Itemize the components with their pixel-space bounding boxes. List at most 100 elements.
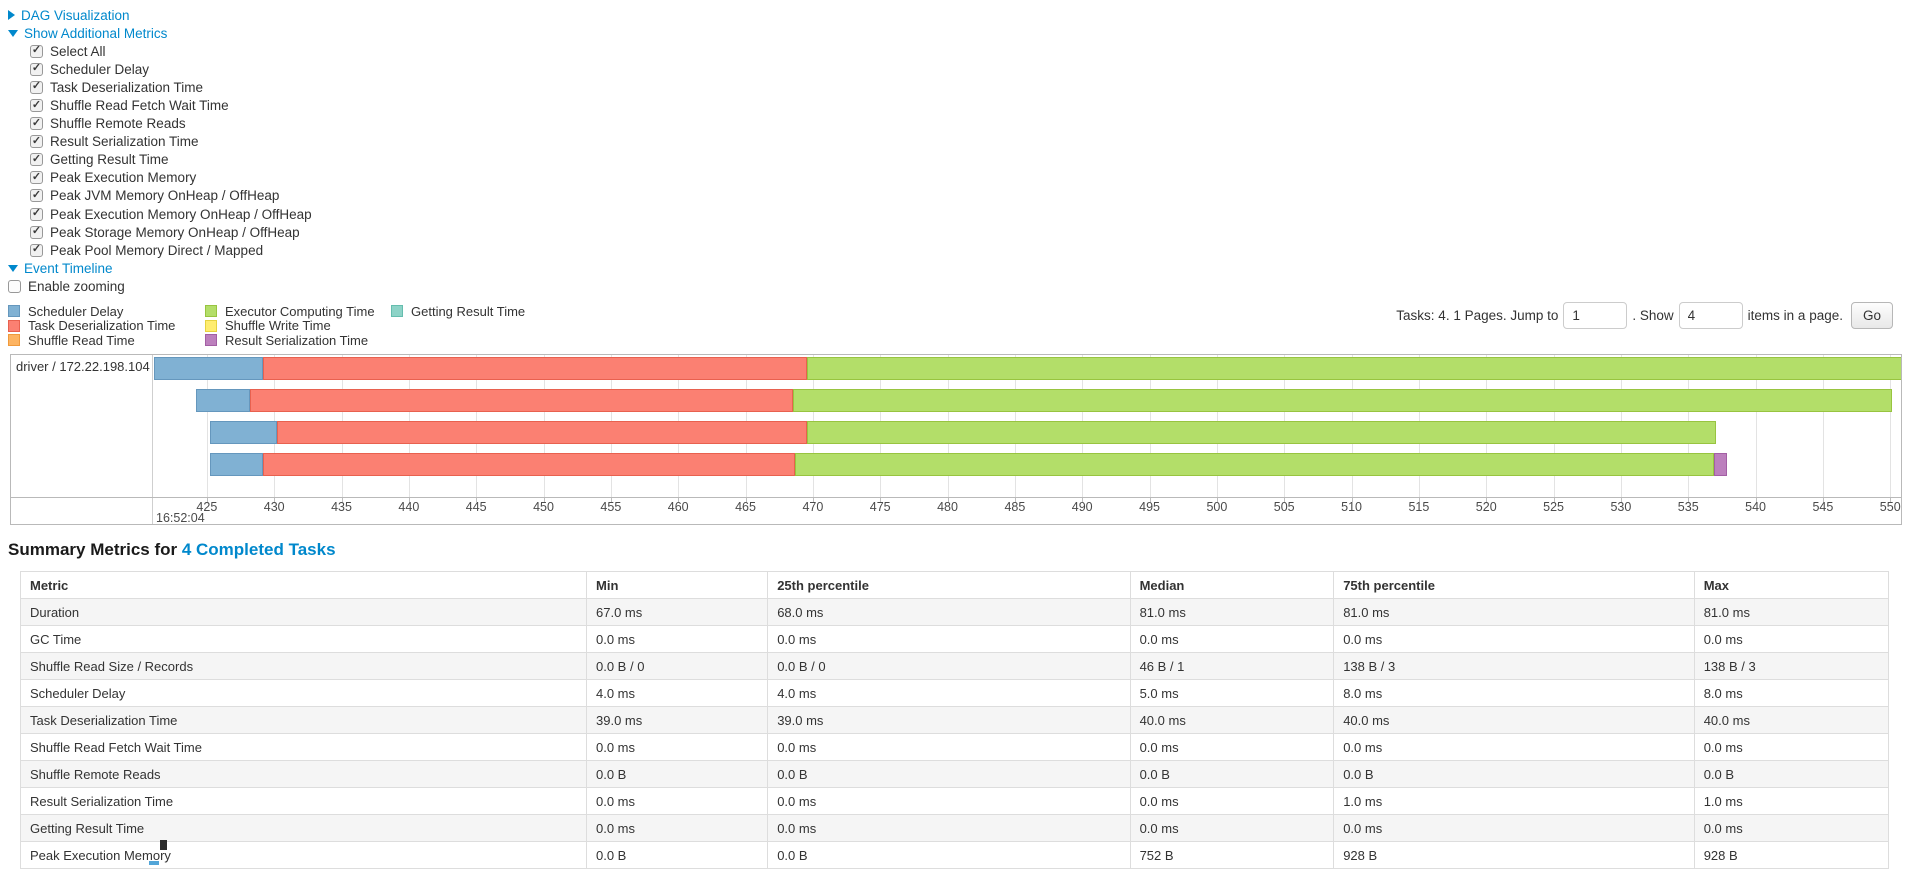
tick-label: 510 bbox=[1341, 500, 1362, 514]
metric-value-cell: 5.0 ms bbox=[1129, 679, 1335, 707]
metric-checkbox[interactable] bbox=[30, 44, 43, 58]
metric-value-cell: 39.0 ms bbox=[767, 706, 1131, 734]
metric-checkbox-row: Getting Result Time bbox=[30, 151, 312, 169]
task-bar-segment-executor-computing[interactable] bbox=[807, 357, 1901, 380]
jump-to-page-input[interactable] bbox=[1563, 302, 1628, 329]
metric-checkbox-row: Shuffle Remote Reads bbox=[30, 115, 312, 133]
task-bar-segment-task-deserialization[interactable] bbox=[249, 389, 793, 412]
metric-checkbox-row: Peak Execution Memory OnHeap / OffHeap bbox=[30, 205, 312, 223]
metric-value-cell: 40.0 ms bbox=[1333, 706, 1695, 734]
metric-value-cell: 0.0 B bbox=[767, 760, 1131, 788]
timeline-x-axis: 16:52:04 425 430 435 440 445 450 455 460 465 470 4… bbox=[11, 497, 1901, 524]
dag-visualization-toggle[interactable]: DAG Visualization bbox=[8, 6, 312, 24]
metric-value-cell: 81.0 ms bbox=[1333, 598, 1695, 626]
metric-checkbox-label: Shuffle Read Fetch Wait Time bbox=[50, 98, 229, 114]
table-header-cell: Metric bbox=[20, 571, 587, 599]
metric-checkbox[interactable] bbox=[30, 207, 43, 221]
show-additional-metrics-toggle[interactable]: Show Additional Metrics bbox=[8, 24, 312, 42]
tick-label: 525 bbox=[1543, 500, 1564, 514]
metric-value-cell: 0.0 ms bbox=[1333, 625, 1695, 653]
legend-label: Result Serialization Time bbox=[225, 332, 369, 348]
metric-name-cell: Shuffle Read Size / Records bbox=[20, 652, 587, 680]
legend-swatch-result-serialization bbox=[205, 334, 217, 347]
metric-checkbox[interactable] bbox=[30, 171, 43, 185]
metric-value-cell: 0.0 ms bbox=[767, 625, 1131, 653]
task-bar-segment-scheduler-delay[interactable] bbox=[209, 453, 264, 476]
items-per-page-input[interactable] bbox=[1678, 302, 1743, 329]
tick-mark bbox=[1486, 498, 1488, 502]
metric-checkbox[interactable] bbox=[30, 243, 43, 257]
metric-checkbox[interactable] bbox=[30, 225, 43, 239]
task-bar-segment-scheduler-delay[interactable] bbox=[153, 357, 264, 380]
dag-visualization-label: DAG Visualization bbox=[21, 7, 130, 23]
metric-name-cell: Shuffle Remote Reads bbox=[20, 760, 587, 788]
controls-panel: DAG Visualization Show Additional Metric… bbox=[8, 6, 312, 296]
enable-zooming-checkbox[interactable] bbox=[8, 279, 21, 293]
tick-mark bbox=[1755, 498, 1757, 502]
legend-item-executor-computing: Executor Computing Time bbox=[205, 304, 391, 319]
tick-label: 475 bbox=[869, 500, 891, 514]
metric-checkbox-label: Getting Result Time bbox=[50, 152, 169, 168]
legend-label: Executor Computing Time bbox=[225, 303, 375, 319]
task-bar-segment-executor-computing[interactable] bbox=[795, 453, 1714, 476]
table-header-cell: Median bbox=[1129, 571, 1335, 599]
task-bar-segment-executor-computing[interactable] bbox=[792, 389, 1892, 412]
metric-name-cell: Scheduler Delay bbox=[20, 679, 587, 707]
metric-value-cell: 0.0 ms bbox=[585, 787, 769, 815]
metric-checkbox-label: Peak JVM Memory OnHeap / OffHeap bbox=[50, 188, 280, 204]
metric-checkbox[interactable] bbox=[30, 62, 43, 76]
tick-mark bbox=[745, 498, 747, 502]
task-bar-segment-result-serialization[interactable] bbox=[1713, 453, 1728, 476]
metric-checkbox-label: Peak Execution Memory bbox=[50, 170, 197, 186]
gridline bbox=[206, 355, 208, 497]
metric-value-cell: 0.0 ms bbox=[1693, 733, 1890, 761]
metric-value-cell: 1.0 ms bbox=[1333, 787, 1695, 815]
metric-value-cell: 0.0 B bbox=[585, 841, 769, 869]
metric-checkbox-label: Peak Storage Memory OnHeap / OffHeap bbox=[50, 224, 300, 240]
metric-value-cell: 0.0 ms bbox=[585, 814, 769, 842]
task-bar-segment-task-deserialization[interactable] bbox=[263, 357, 808, 380]
legend-swatch-shuffle-read bbox=[8, 334, 20, 347]
tick-label: 470 bbox=[802, 500, 824, 514]
metric-value-cell: 40.0 ms bbox=[1129, 706, 1335, 734]
completed-tasks-link[interactable]: 4 Completed Tasks bbox=[181, 540, 336, 559]
task-bar-segment-task-deserialization[interactable] bbox=[276, 421, 808, 444]
metric-value-cell: 0.0 B bbox=[767, 841, 1131, 869]
metric-value-cell: 0.0 B / 0 bbox=[767, 652, 1131, 680]
legend-item-shuffle-write: Shuffle Write Time bbox=[205, 318, 391, 333]
table-row: Task Deserialization Time 39.0 ms 39.0 ms 4… bbox=[20, 706, 1890, 734]
metric-value-cell: 0.0 B bbox=[1333, 760, 1695, 788]
legend-swatch-getting-result bbox=[391, 305, 403, 318]
metric-checkbox-row: Peak JVM Memory OnHeap / OffHeap bbox=[30, 187, 312, 205]
metric-value-cell: 40.0 ms bbox=[1693, 706, 1890, 734]
metric-checkbox[interactable] bbox=[30, 153, 43, 167]
metric-checkbox[interactable] bbox=[30, 117, 43, 131]
tick-mark bbox=[1014, 498, 1016, 502]
metric-checkbox[interactable] bbox=[30, 80, 43, 94]
metric-checkbox-label: Peak Pool Memory Direct / Mapped bbox=[50, 242, 264, 258]
tick-label: 500 bbox=[1206, 500, 1228, 514]
task-bar-segment-scheduler-delay[interactable] bbox=[196, 389, 250, 412]
task-bar-segment-executor-computing[interactable] bbox=[807, 421, 1717, 444]
gridline bbox=[1890, 355, 1892, 497]
legend-label: Task Deserialization Time bbox=[28, 318, 176, 334]
tick-label: 540 bbox=[1745, 500, 1766, 514]
metric-value-cell: 0.0 ms bbox=[585, 625, 769, 653]
legend-item-scheduler-delay: Scheduler Delay bbox=[8, 304, 205, 319]
metric-checkbox[interactable] bbox=[30, 189, 43, 203]
legend-swatch-executor-computing bbox=[205, 305, 217, 318]
event-timeline-toggle[interactable]: Event Timeline bbox=[8, 259, 312, 277]
task-bar-segment-task-deserialization[interactable] bbox=[263, 453, 796, 476]
metric-checkbox-label: Shuffle Remote Reads bbox=[50, 116, 186, 132]
metric-checkbox[interactable] bbox=[30, 99, 43, 113]
metric-name-cell: Peak Execution Memory bbox=[20, 841, 587, 869]
timeline-legend: Scheduler Delay Task Deserialization Time… bbox=[8, 304, 525, 348]
summary-metrics-heading: Summary Metrics for 4 Completed Tasks bbox=[8, 540, 336, 560]
task-bar-segment-scheduler-delay[interactable] bbox=[209, 421, 277, 444]
metric-checkbox[interactable] bbox=[30, 135, 43, 149]
go-button[interactable]: Go bbox=[1850, 302, 1893, 329]
tick-label: 520 bbox=[1475, 500, 1497, 514]
tick-mark bbox=[1082, 498, 1084, 502]
tick-label: 505 bbox=[1273, 500, 1295, 514]
tick-mark bbox=[476, 498, 478, 502]
